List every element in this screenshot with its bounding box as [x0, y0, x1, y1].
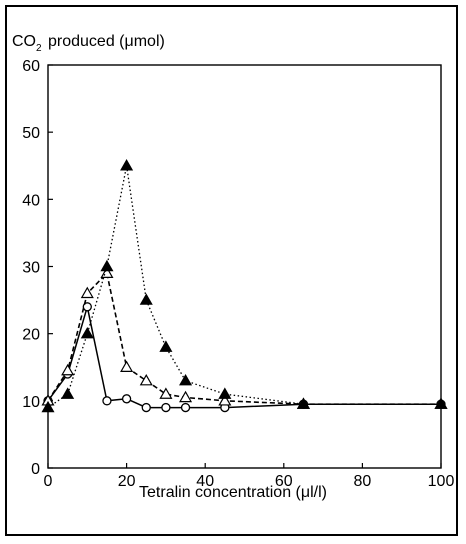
data-point: [218, 387, 232, 399]
figure-frame: [5, 5, 458, 536]
series-1: [43, 302, 446, 413]
y-tick-label: 10: [22, 394, 40, 411]
y-tick-label: 20: [22, 327, 40, 344]
data-point: [159, 340, 173, 352]
data-point: [100, 259, 114, 272]
data-point: [141, 402, 151, 413]
y-axis-label-rest: produced (μmol): [43, 33, 165, 50]
data-point: [179, 390, 193, 403]
data-point: [61, 387, 75, 399]
data-point: [296, 397, 310, 409]
data-point: [159, 387, 173, 399]
data-point: [120, 360, 134, 372]
data-point: [61, 363, 75, 376]
y-tick-label: 50: [22, 125, 40, 142]
data-point: [80, 286, 94, 299]
x-tick-label: 80: [354, 473, 372, 490]
series-2: [41, 266, 448, 409]
series-1-line: [47, 306, 441, 409]
y-tick-label: 0: [31, 461, 40, 478]
series-3-line: [47, 165, 441, 409]
data-point: [161, 402, 171, 413]
data-point: [120, 159, 134, 171]
y-axis-label: CO2 produced (μmol): [12, 33, 165, 54]
x-tick-label: 100: [428, 473, 455, 490]
data-point: [80, 326, 94, 339]
x-tick-label: 20: [118, 473, 136, 490]
data-point: [434, 397, 448, 409]
data-point: [121, 394, 132, 404]
data-point: [218, 394, 232, 406]
x-axis-label: Tetralin concentration (μl/l): [139, 484, 327, 501]
data-point: [180, 402, 191, 413]
data-point: [102, 396, 112, 406]
y-tick-label: 40: [22, 192, 40, 209]
series-3: [41, 159, 448, 413]
data-point: [179, 373, 193, 386]
data-point: [139, 293, 153, 305]
series-2-line: [47, 271, 441, 406]
data-point: [139, 373, 153, 386]
x-tick-label: 40: [196, 473, 214, 490]
data-point: [41, 400, 55, 413]
y-tick-label: 60: [22, 58, 40, 75]
y-axis-label-subscript: 2: [36, 43, 42, 54]
x-tick-label: 60: [275, 473, 293, 490]
y-axis-label-prefix: CO: [12, 33, 36, 50]
data-point: [82, 302, 92, 312]
x-tick-label: 0: [44, 473, 53, 490]
y-tick-label: 30: [22, 260, 40, 277]
